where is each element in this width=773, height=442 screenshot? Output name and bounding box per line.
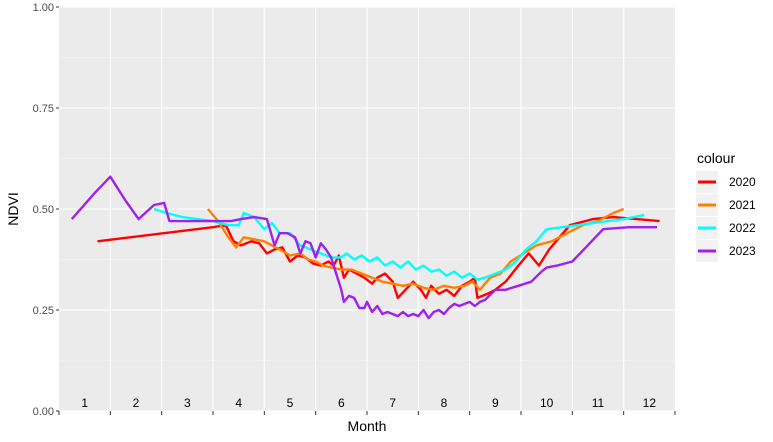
month-label: 6 <box>338 396 345 410</box>
month-label: 5 <box>287 396 294 410</box>
month-label: 8 <box>441 396 448 410</box>
y-axis: 0.00 0.25 0.50 0.75 1.00 <box>33 2 59 418</box>
y-tick-label: 0.50 <box>33 204 54 216</box>
series-lines <box>70 175 660 320</box>
month-label: 12 <box>643 396 657 410</box>
month-label: 10 <box>540 396 554 410</box>
legend-label-2020: 2020 <box>729 175 756 189</box>
month-label: 7 <box>389 396 396 410</box>
x-axis <box>58 411 676 415</box>
y-axis-title: NDVI <box>5 192 21 225</box>
y-tick-label: 0.25 <box>33 305 54 317</box>
y-tick-label: 1.00 <box>33 2 54 14</box>
legend-title: colour <box>697 150 735 166</box>
grid-major <box>59 6 675 412</box>
month-label: 9 <box>492 396 499 410</box>
legend-label-2021: 2021 <box>729 198 756 212</box>
month-label: 2 <box>133 396 140 410</box>
y-tick-label: 0.00 <box>33 406 54 418</box>
series-line-2021 <box>206 207 625 291</box>
month-label: 1 <box>81 396 88 410</box>
month-labels: 1 2 3 4 5 6 7 8 9 10 11 12 <box>81 396 656 410</box>
legend: colour 2020 2021 2022 2023 <box>696 150 756 262</box>
month-label: 4 <box>235 396 242 410</box>
legend-label-2022: 2022 <box>729 221 756 235</box>
x-axis-title: Month <box>348 418 387 434</box>
legend-label-2023: 2023 <box>729 244 756 258</box>
series-line-2023 <box>70 175 657 320</box>
y-tick-label: 0.75 <box>33 103 54 115</box>
month-label: 3 <box>184 396 191 410</box>
month-label: 11 <box>592 396 605 410</box>
